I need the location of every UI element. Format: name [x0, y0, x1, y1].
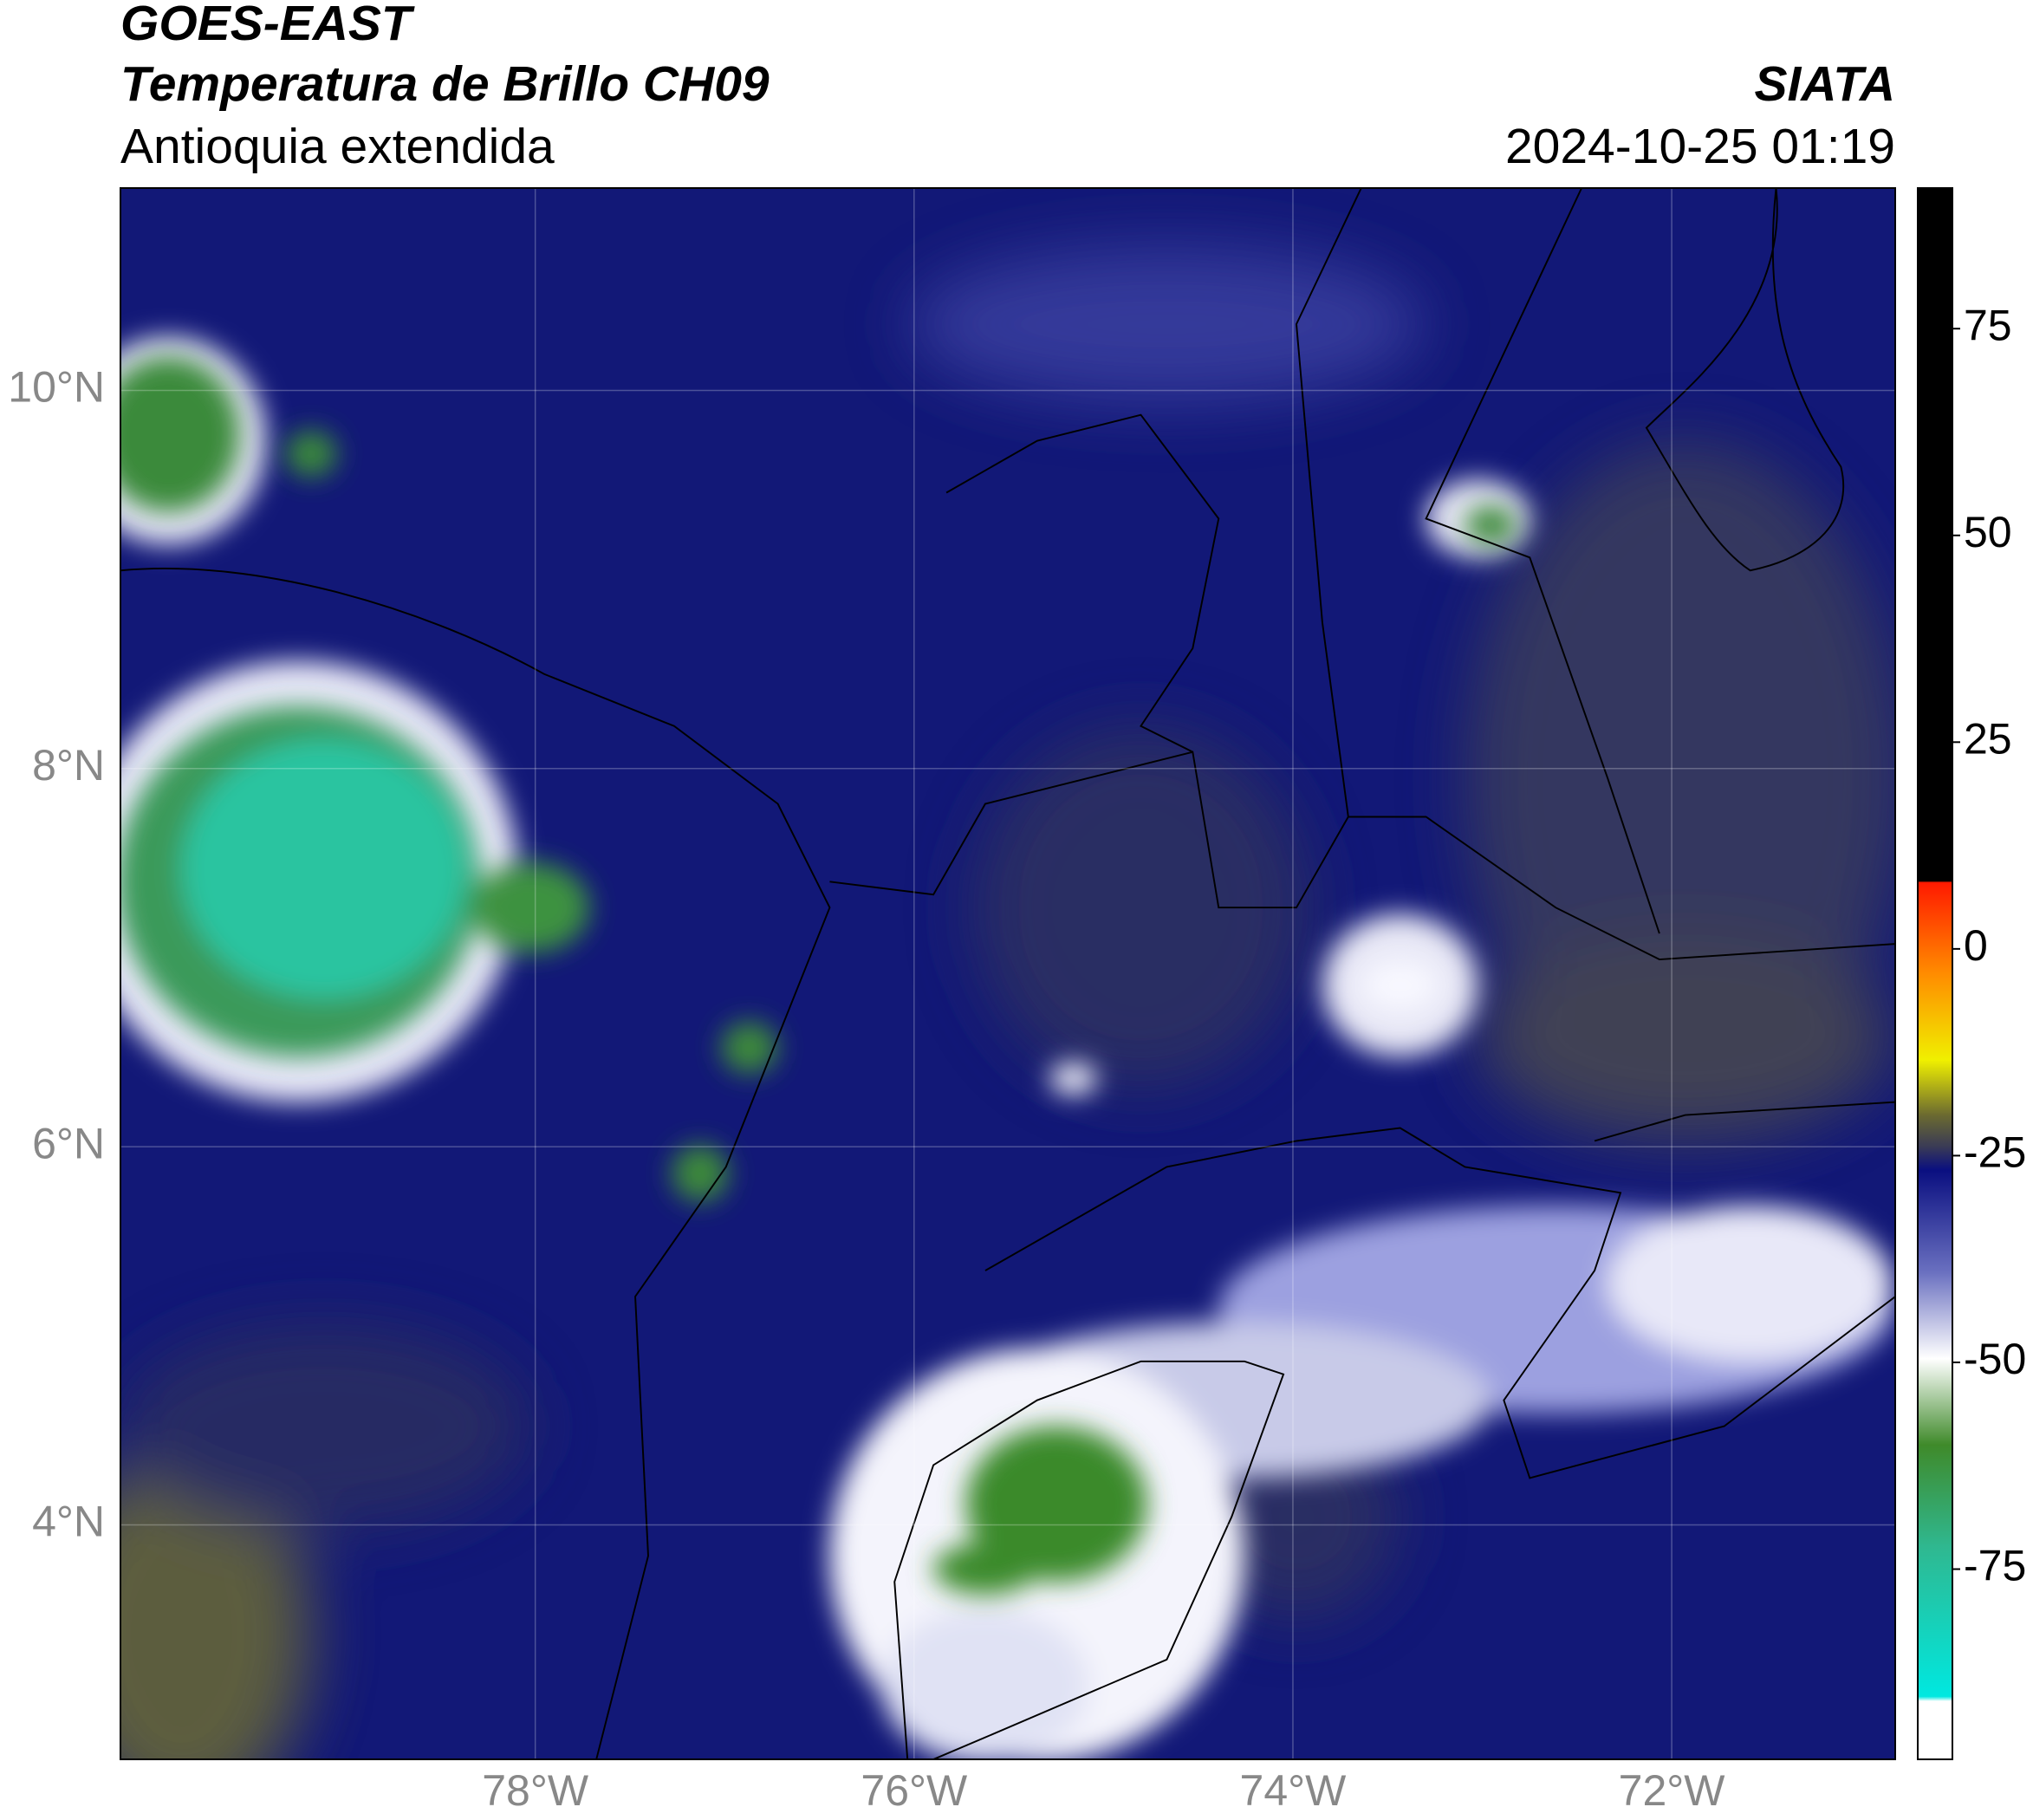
lat-tick-label: 4°N: [32, 1498, 105, 1546]
borders: [120, 188, 1895, 1759]
lon-tick-label: 72°W: [1619, 1766, 1726, 1815]
title: GOES-EAST: [120, 0, 415, 51]
region: Antioquia extendida: [120, 119, 555, 174]
colorbar: [1917, 187, 1953, 1760]
colorbar-tick-label: 75: [1964, 301, 2012, 349]
lon-tick-label: 74°W: [1240, 1766, 1348, 1815]
colorbar-tick-label: 0: [1964, 921, 1988, 970]
lon-tick-label: 76°W: [861, 1766, 968, 1815]
timestamp: 2024-10-25 01:19: [1505, 119, 1895, 174]
colorbar-tick-label: 50: [1964, 508, 2012, 556]
lat-tick-label: 10°N: [8, 363, 105, 412]
colorbar-tick-label: -25: [1964, 1128, 2026, 1177]
map-frame: [120, 187, 1896, 1760]
graticule: [120, 188, 1895, 1759]
source: SIATA: [1754, 56, 1895, 112]
map: [120, 188, 1895, 1759]
lat-tick-label: 6°N: [32, 1119, 105, 1167]
lat-tick-label: 8°N: [32, 741, 105, 790]
lon-tick-label: 78°W: [482, 1766, 589, 1815]
colorbar-tick-label: -50: [1964, 1335, 2026, 1383]
colorbar-tick-label: 25: [1964, 715, 2012, 764]
imagery: [120, 188, 1895, 1759]
colorbar-tick-label: -75: [1964, 1542, 2026, 1590]
subtitle: Temperatura de Brillo CH09: [120, 56, 770, 112]
